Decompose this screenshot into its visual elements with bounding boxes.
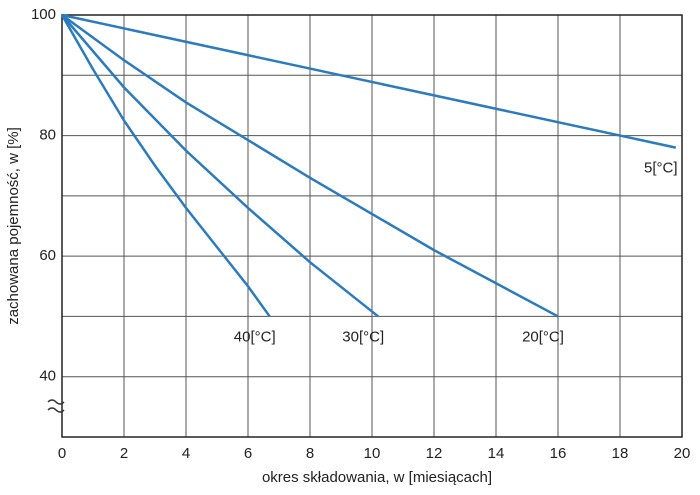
y-tick-label: 100: [31, 6, 56, 23]
x-tick-label: 16: [550, 445, 567, 462]
x-tick-label: 20: [674, 445, 691, 462]
y-tick-label: 40: [39, 368, 56, 385]
series-label: 20[°C]: [522, 328, 564, 345]
x-tick-label: 0: [58, 445, 66, 462]
y-tick-label: 80: [39, 127, 56, 144]
x-tick-label: 8: [306, 445, 314, 462]
series-label: 5[°C]: [644, 160, 678, 177]
series-label: 30[°C]: [342, 328, 384, 345]
x-tick-label: 12: [426, 445, 443, 462]
x-tick-label: 4: [182, 445, 190, 462]
line: [61, 14, 379, 318]
x-tick-label: 14: [488, 445, 505, 462]
y-axis-label: zachowana pojemność, w [%]: [5, 127, 22, 325]
y-tick-label: 60: [39, 247, 56, 264]
line: [61, 13, 677, 149]
series-label: 40[°C]: [234, 328, 276, 345]
line: [61, 13, 559, 318]
x-tick-label: 18: [612, 445, 629, 462]
axis-break: [47, 399, 65, 413]
line: [60, 14, 271, 318]
x-tick-label: 6: [244, 445, 252, 462]
x-tick-label: 2: [120, 445, 128, 462]
x-tick-label: 10: [364, 445, 381, 462]
x-axis-label: okres składowania, w [miesiącach]: [262, 469, 492, 486]
plot-border: [61, 14, 683, 438]
